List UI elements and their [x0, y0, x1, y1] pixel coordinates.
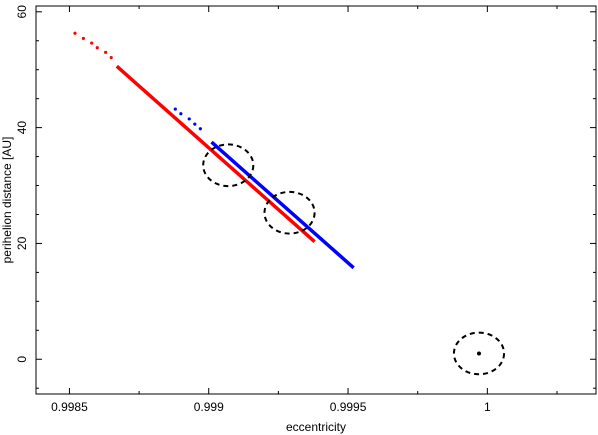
series-1-dot	[198, 127, 202, 131]
x-tick-label: 1	[484, 400, 491, 414]
y-axis-label: perihelion distance [AU]	[0, 137, 14, 264]
series-1-dot	[179, 112, 183, 116]
y-tick-label: 20	[15, 236, 29, 250]
tick-labels: 0.9985 0.999 0.9995 1 0 20 40 60	[15, 5, 491, 414]
x-tick-label: 0.9985	[51, 400, 88, 414]
series-1-line	[210, 140, 355, 270]
series-1-dot	[187, 117, 191, 121]
ticks	[36, 6, 596, 394]
x-tick-label: 0.9995	[330, 400, 367, 414]
series-1-dot	[173, 107, 177, 111]
series-1-dot	[193, 122, 197, 126]
y-tick-label: 0	[15, 356, 29, 363]
dashed-circle	[452, 331, 506, 376]
y-tick-label: 40	[15, 121, 29, 135]
y-tick-label: 60	[15, 5, 29, 19]
plot-frame	[35, 5, 597, 395]
x-axis-label: eccentricity	[286, 420, 346, 434]
marks	[73, 31, 506, 376]
series-0-dot	[73, 31, 77, 35]
series-0-dot	[90, 41, 94, 45]
data-point	[476, 351, 481, 356]
series-0-dot	[109, 55, 113, 60]
series-0-line	[115, 64, 316, 244]
series-0-dot	[104, 50, 108, 54]
series-0-dot	[81, 36, 85, 41]
series-0-dot	[95, 46, 99, 50]
x-tick-label: 0.999	[194, 400, 224, 414]
dashed-circle	[202, 143, 255, 188]
